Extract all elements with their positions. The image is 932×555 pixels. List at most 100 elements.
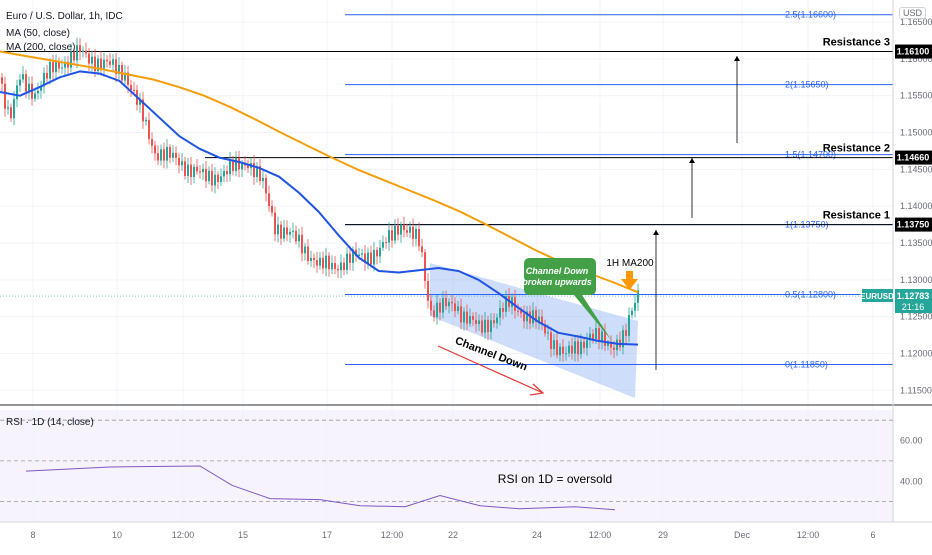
candle-body	[85, 50, 87, 54]
candle-body	[79, 45, 81, 53]
candle-body	[631, 310, 633, 316]
candle-body	[322, 257, 324, 269]
time-tick-label: 12:00	[589, 530, 612, 540]
candle-body	[202, 168, 204, 173]
candle-body	[292, 230, 294, 232]
candle-body	[445, 297, 447, 307]
candle-body	[67, 61, 69, 68]
candle-body	[58, 61, 60, 69]
time-tick-label: 29	[658, 530, 668, 540]
candle-body	[580, 341, 582, 355]
candle-body	[244, 164, 246, 166]
price-tick-label: 1.12500	[900, 312, 932, 322]
candle-body	[247, 165, 249, 169]
candle-body	[493, 320, 495, 324]
last-price-tag	[895, 289, 932, 314]
candle-body	[157, 153, 159, 161]
candle-body	[229, 160, 231, 175]
candle-body	[37, 90, 39, 94]
candle-body	[523, 313, 525, 322]
candle-body	[577, 341, 579, 355]
candle-body	[172, 152, 174, 158]
rsi-legend: RSI · 1D (14, close)	[6, 417, 94, 428]
candle-body	[352, 249, 354, 263]
target-arrowhead	[734, 56, 740, 61]
candle-body	[22, 74, 24, 80]
candle-body	[559, 346, 561, 356]
candle-body	[13, 99, 15, 119]
price-tick-label: 1.15500	[900, 91, 932, 101]
candle-body	[241, 164, 243, 170]
candle-body	[535, 310, 537, 322]
candle-body	[163, 149, 165, 161]
currency-button[interactable]: USD	[898, 7, 926, 19]
candle-body	[505, 296, 507, 312]
candle-body	[115, 59, 117, 74]
candle-body	[223, 171, 225, 177]
candle-body	[616, 339, 618, 351]
candle-body	[82, 50, 84, 53]
candle-body	[208, 170, 210, 182]
candle-body	[178, 157, 180, 166]
candle-body	[55, 61, 57, 73]
resistance-price-tag	[895, 150, 932, 165]
candle-body	[307, 246, 309, 261]
candle-body	[235, 158, 237, 172]
ma50-legend: MA (50, close)	[6, 28, 70, 39]
resistance-label: Resistance 2	[823, 143, 890, 155]
candle-body	[430, 300, 432, 311]
ma200-line	[0, 50, 639, 294]
candle-body	[259, 166, 261, 182]
candle-body	[265, 177, 267, 194]
candle-body	[271, 206, 273, 213]
candle-body	[466, 311, 468, 324]
candle-body	[70, 51, 72, 68]
candle-body	[139, 99, 141, 105]
candle-body	[400, 224, 402, 235]
candle-body	[253, 162, 255, 178]
candle-body	[547, 332, 549, 334]
candle-body	[52, 61, 54, 73]
resistance-price-text: 1.13750	[897, 220, 930, 230]
candle-body	[607, 343, 609, 346]
candle-body	[349, 253, 351, 263]
resistance-label: Resistance 3	[823, 37, 890, 49]
candle-body	[556, 340, 558, 356]
candle-body	[142, 99, 144, 122]
candle-body	[301, 234, 303, 254]
candle-body	[187, 164, 189, 176]
candle-body	[604, 331, 606, 346]
candle-body	[100, 58, 102, 69]
candle-body	[553, 340, 555, 350]
candle-body	[568, 345, 570, 354]
candle-body	[7, 107, 9, 109]
resistance-label: Resistance 1	[823, 210, 890, 222]
candle-body	[358, 254, 360, 257]
candle-body	[484, 319, 486, 333]
candle-body	[592, 333, 594, 339]
rsi-tick-label: 40.00	[900, 476, 923, 486]
candle-body	[196, 166, 198, 172]
candle-body	[529, 311, 531, 324]
candle-body	[331, 262, 333, 270]
candle-body	[628, 315, 630, 336]
candle-body	[496, 317, 498, 324]
candle-body	[124, 72, 126, 81]
candle-body	[28, 83, 30, 92]
candle-body	[337, 269, 339, 271]
time-tick-label: 22	[448, 530, 458, 540]
candle-body	[478, 320, 480, 325]
candle-body	[109, 61, 111, 65]
candle-body	[181, 161, 183, 166]
candle-body	[595, 328, 597, 339]
candle-body	[487, 319, 489, 333]
candle-body	[130, 84, 132, 90]
candle-body	[211, 170, 213, 186]
candle-body	[454, 303, 456, 312]
candle-body	[526, 311, 528, 322]
price-tick-label: 1.14000	[900, 201, 932, 211]
candle-body	[184, 161, 186, 176]
candle-body	[502, 308, 504, 312]
